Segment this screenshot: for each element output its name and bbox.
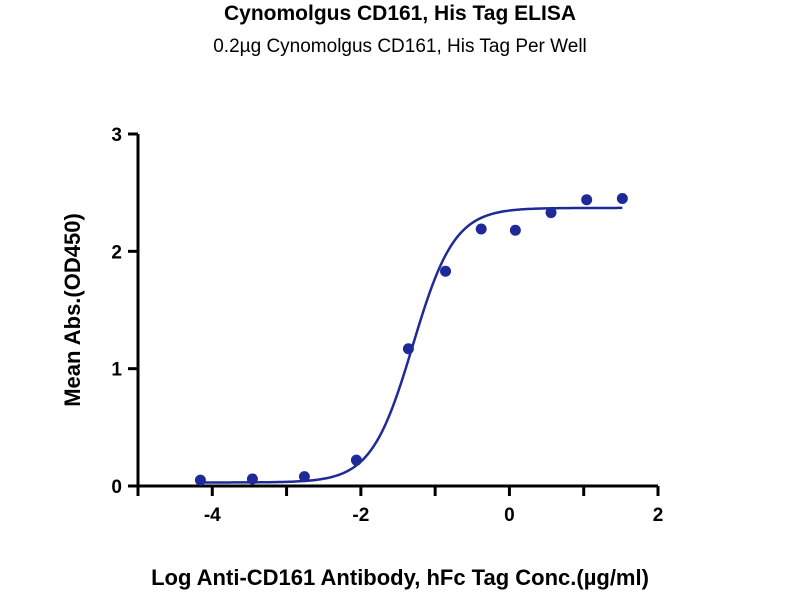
x-tick-label: 0 <box>504 505 515 526</box>
data-point <box>475 223 487 235</box>
data-point <box>350 454 362 466</box>
data-point <box>509 224 521 236</box>
y-tick-label: 0 <box>111 477 122 498</box>
data-point <box>545 207 557 219</box>
axes <box>136 134 658 488</box>
data-point <box>402 343 414 355</box>
x-axis-label: Log Anti-CD161 Antibody, hFc Tag Conc.(µ… <box>151 565 649 590</box>
tick-marks: 0 1 2 3 -4 -2 0 2 <box>111 125 663 526</box>
data-point <box>298 471 310 483</box>
data-points <box>194 193 628 486</box>
y-tick-label: 1 <box>111 360 122 381</box>
data-point <box>440 265 452 277</box>
data-point <box>616 193 628 205</box>
x-tick-label: 2 <box>653 505 664 526</box>
x-tick-label: -4 <box>204 505 221 526</box>
data-point <box>194 474 206 486</box>
data-point <box>581 194 593 206</box>
y-tick-label: 2 <box>111 242 122 263</box>
chart-subtitle: 0.2µg Cynomolgus CD161, His Tag Per Well <box>213 36 587 57</box>
y-tick-label: 3 <box>111 125 122 146</box>
data-point <box>246 473 258 485</box>
chart-title: Cynomolgus CD161, His Tag ELISA <box>223 2 576 25</box>
x-tick-label: -2 <box>352 505 369 526</box>
